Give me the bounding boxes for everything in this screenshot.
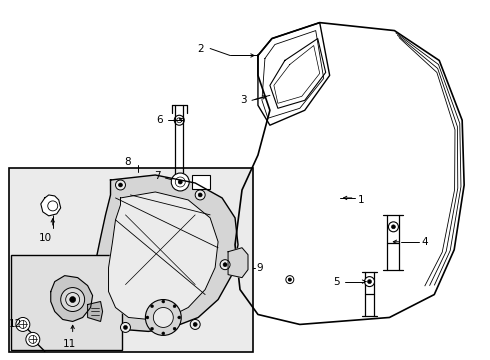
Circle shape [173, 327, 176, 330]
Circle shape [195, 190, 205, 200]
Text: 8: 8 [124, 157, 130, 167]
FancyBboxPatch shape [9, 168, 253, 352]
Circle shape [198, 193, 202, 197]
Polygon shape [41, 195, 61, 216]
Circle shape [220, 260, 230, 270]
Circle shape [150, 327, 153, 330]
Circle shape [172, 173, 189, 191]
Circle shape [121, 323, 130, 332]
Circle shape [146, 316, 149, 319]
Circle shape [70, 297, 75, 302]
Circle shape [365, 276, 374, 287]
Circle shape [173, 305, 176, 308]
Polygon shape [88, 302, 102, 321]
Text: 5: 5 [333, 276, 340, 287]
Circle shape [123, 325, 127, 329]
Circle shape [190, 319, 200, 329]
Text: 2: 2 [197, 44, 204, 54]
Text: 4: 4 [421, 237, 428, 247]
Circle shape [389, 222, 398, 232]
Text: 6: 6 [157, 115, 163, 125]
Circle shape [368, 280, 371, 284]
Circle shape [150, 305, 153, 308]
FancyBboxPatch shape [192, 175, 210, 189]
Circle shape [162, 300, 165, 303]
Circle shape [178, 316, 181, 319]
Polygon shape [93, 175, 238, 332]
Text: 7: 7 [154, 171, 160, 181]
Polygon shape [228, 248, 248, 278]
Circle shape [288, 278, 292, 281]
Circle shape [16, 318, 30, 332]
Polygon shape [108, 192, 218, 319]
Circle shape [392, 225, 395, 229]
Circle shape [26, 332, 40, 346]
Circle shape [193, 323, 197, 327]
Text: 11: 11 [63, 339, 76, 349]
Text: 10: 10 [39, 233, 52, 243]
Text: 12: 12 [9, 319, 22, 329]
Circle shape [223, 263, 227, 267]
Polygon shape [51, 276, 93, 321]
FancyBboxPatch shape [11, 255, 122, 350]
Text: 3: 3 [241, 95, 247, 105]
Circle shape [61, 288, 85, 311]
Circle shape [162, 332, 165, 335]
Text: 1: 1 [358, 195, 364, 205]
Text: 9: 9 [256, 263, 263, 273]
Circle shape [178, 180, 182, 184]
Circle shape [66, 293, 80, 306]
Circle shape [116, 180, 125, 190]
Circle shape [153, 307, 173, 328]
Circle shape [119, 183, 122, 187]
Circle shape [146, 300, 181, 336]
